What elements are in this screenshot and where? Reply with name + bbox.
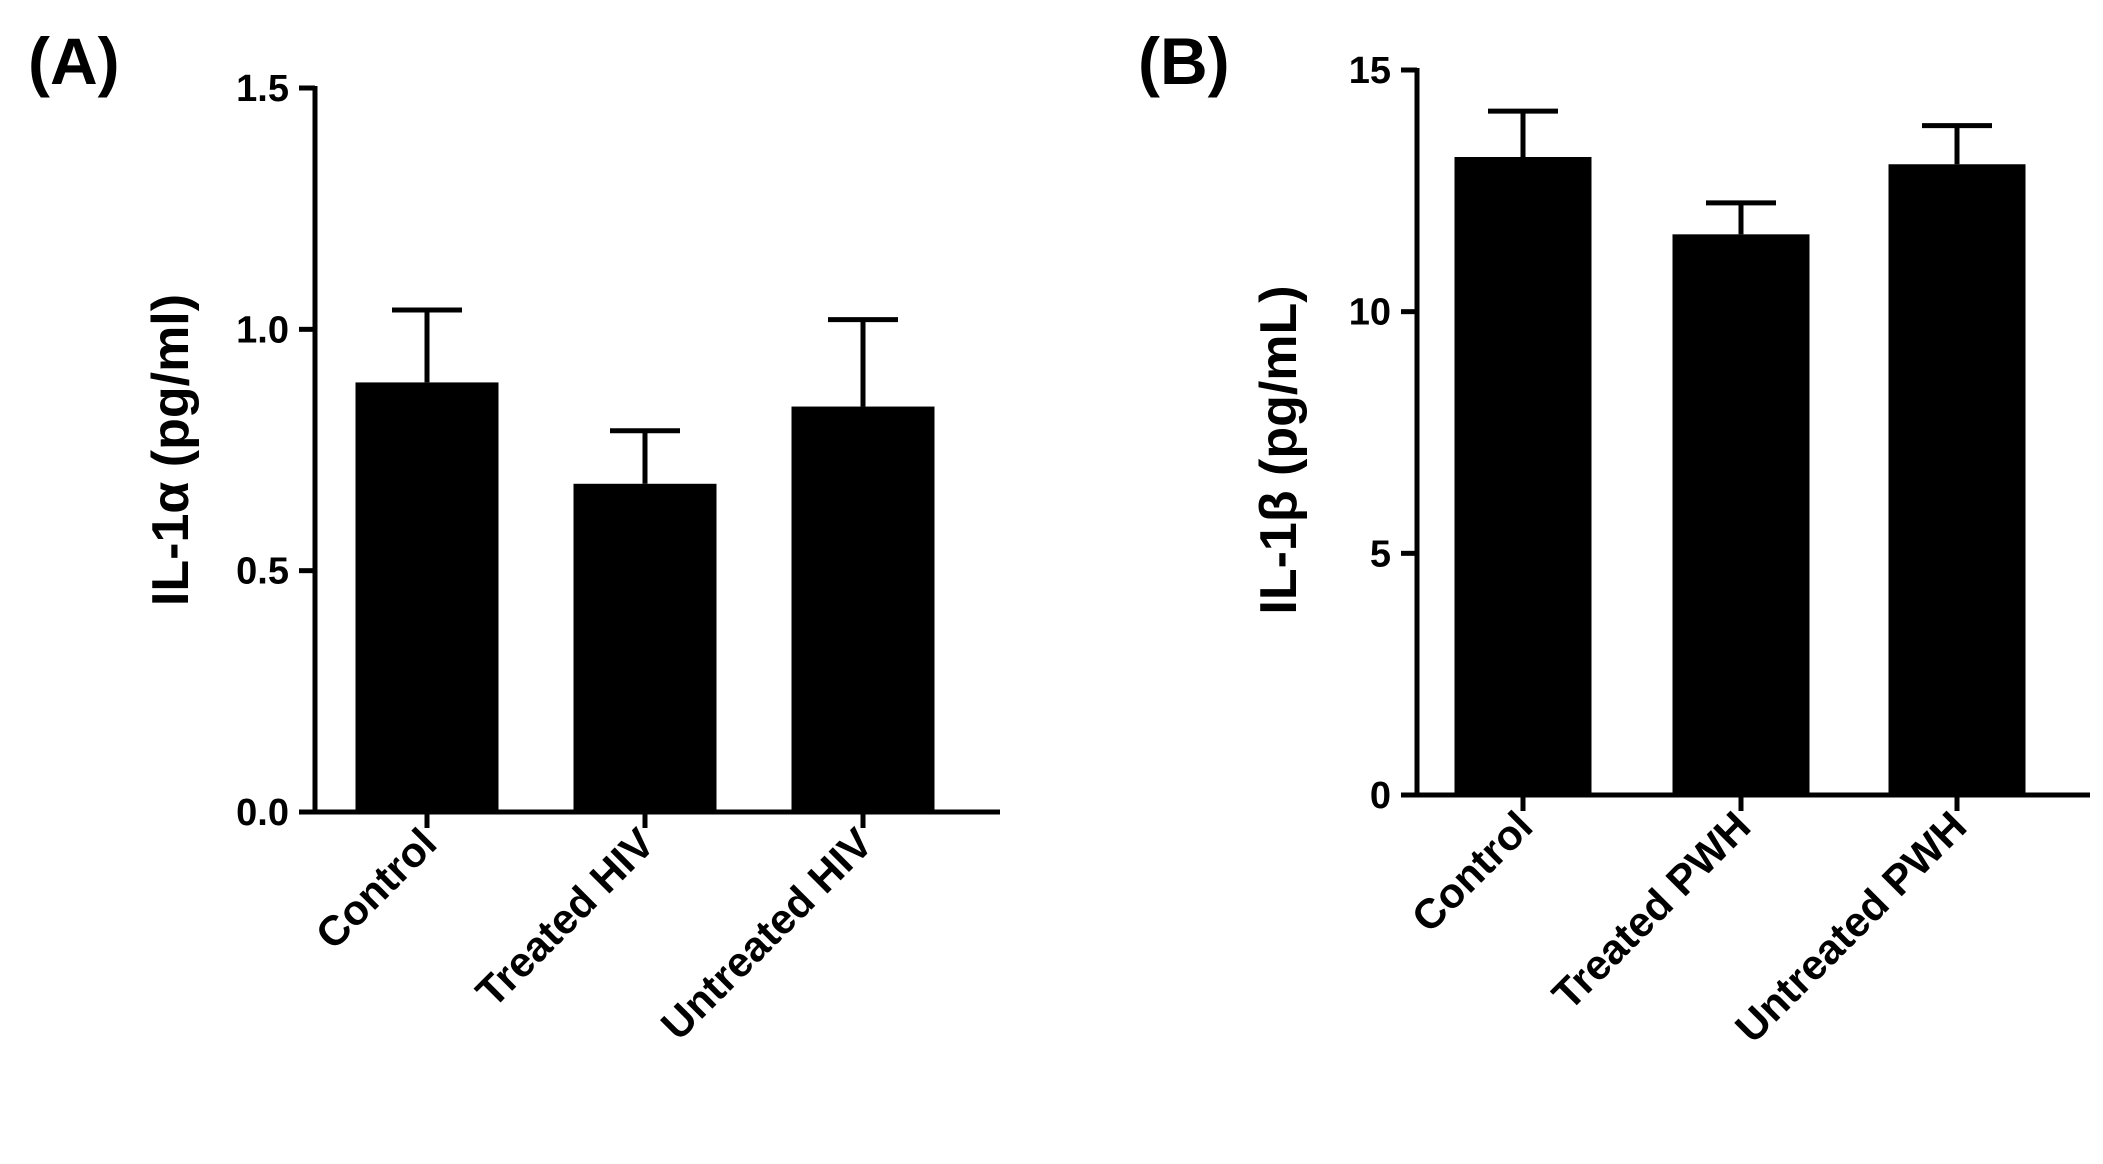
panel-label: (B) bbox=[1138, 24, 1230, 98]
bar bbox=[355, 382, 499, 812]
y-tick-label: 5 bbox=[1370, 533, 1391, 575]
category-label: Control bbox=[1403, 802, 1542, 941]
y-tick-label: 15 bbox=[1349, 50, 1391, 92]
panel-b: (B) IL-1β (pg/mL) 0 5 10 15 Control Treated P… bbox=[1138, 24, 2090, 1052]
category-label: Treated HIV bbox=[467, 819, 664, 1016]
bar bbox=[1672, 234, 1810, 796]
y-tick-label: 10 bbox=[1349, 292, 1391, 334]
y-tick-label: 0 bbox=[1370, 775, 1391, 817]
category-label: Control bbox=[307, 819, 446, 958]
bar bbox=[791, 406, 935, 812]
bar bbox=[1888, 164, 2026, 795]
y-tick-label: 0.5 bbox=[236, 551, 289, 593]
y-tick-label: 0.0 bbox=[236, 792, 289, 834]
y-tick-label: 1.5 bbox=[236, 68, 289, 110]
bar bbox=[573, 483, 717, 812]
y-axis-label: IL-1β (pg/mL) bbox=[1250, 285, 1308, 614]
category-label: Untreated PWH bbox=[1726, 802, 1975, 1051]
category-label: Untreated HIV bbox=[652, 819, 882, 1049]
panel-label: (A) bbox=[28, 24, 120, 98]
bar bbox=[1454, 157, 1592, 795]
panel-a: (A) IL-1α (pg/ml) 0.0 0.5 1.0 1.5 Control Tre… bbox=[28, 24, 1000, 1049]
y-tick-label: 1.0 bbox=[236, 309, 289, 351]
category-label: Treated PWH bbox=[1543, 802, 1759, 1018]
y-axis-label: IL-1α (pg/ml) bbox=[142, 294, 200, 606]
